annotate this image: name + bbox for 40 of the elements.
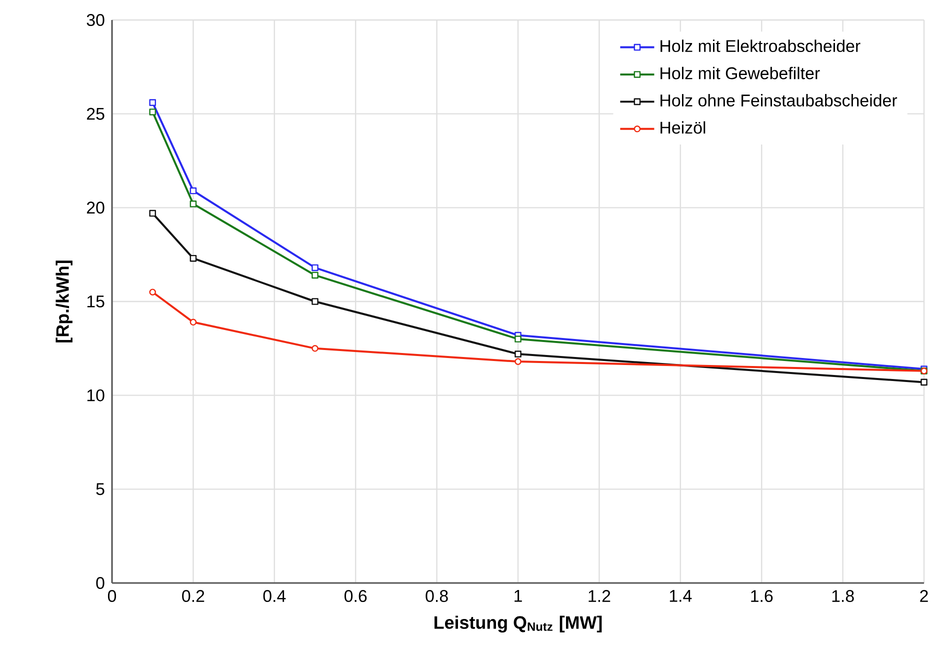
legend-label: Heizöl (660, 121, 706, 134)
y-tick-label: 10 (87, 389, 104, 402)
point (149, 288, 156, 296)
point (149, 108, 156, 116)
point (514, 350, 522, 358)
x-tick-label: 1.4 (670, 590, 692, 602)
x-tick-label: 0.2 (182, 590, 204, 602)
point (149, 210, 156, 217)
y-tick-label: 5 (96, 483, 104, 496)
point (149, 99, 156, 106)
point (190, 187, 197, 194)
legend-label: Holz mit Gewebefilter (660, 66, 820, 80)
point (190, 254, 197, 262)
x-axis-title: Leistung Q$_{Nutz}$ [MW] (434, 616, 602, 633)
point (312, 264, 318, 272)
legend-label: Holz ohne Feinstaubabscheider (660, 94, 898, 106)
point (920, 378, 928, 386)
x-tick-label: 2 (920, 590, 928, 602)
y-axis-title: [Rp./kWh] (56, 260, 72, 342)
x-tick-label: 0 (108, 590, 116, 602)
y-tick-label: 15 (87, 296, 104, 308)
x-tick-label: 0.4 (263, 590, 286, 602)
point (514, 358, 522, 365)
x-tick-label: 0.8 (426, 590, 448, 602)
point (190, 200, 197, 208)
point (312, 272, 318, 279)
point (514, 336, 522, 342)
x-tick-label: 1.8 (832, 590, 854, 602)
x-tick-label: 1.6 (751, 590, 773, 602)
y-tick-label: 20 (86, 202, 104, 214)
y-tick-label: 25 (86, 108, 104, 120)
y-tick-label: 30 (86, 14, 104, 26)
x-tick-label: 0.6 (344, 590, 367, 602)
legend-label: Holz mit Elektroabscheider (660, 40, 860, 52)
x-tick-label: 1 (514, 590, 522, 602)
point (190, 318, 197, 326)
y-tick-label: 0 (96, 577, 104, 589)
x-tick-label: 1.2 (588, 590, 610, 602)
point (312, 345, 318, 352)
point (312, 298, 318, 305)
